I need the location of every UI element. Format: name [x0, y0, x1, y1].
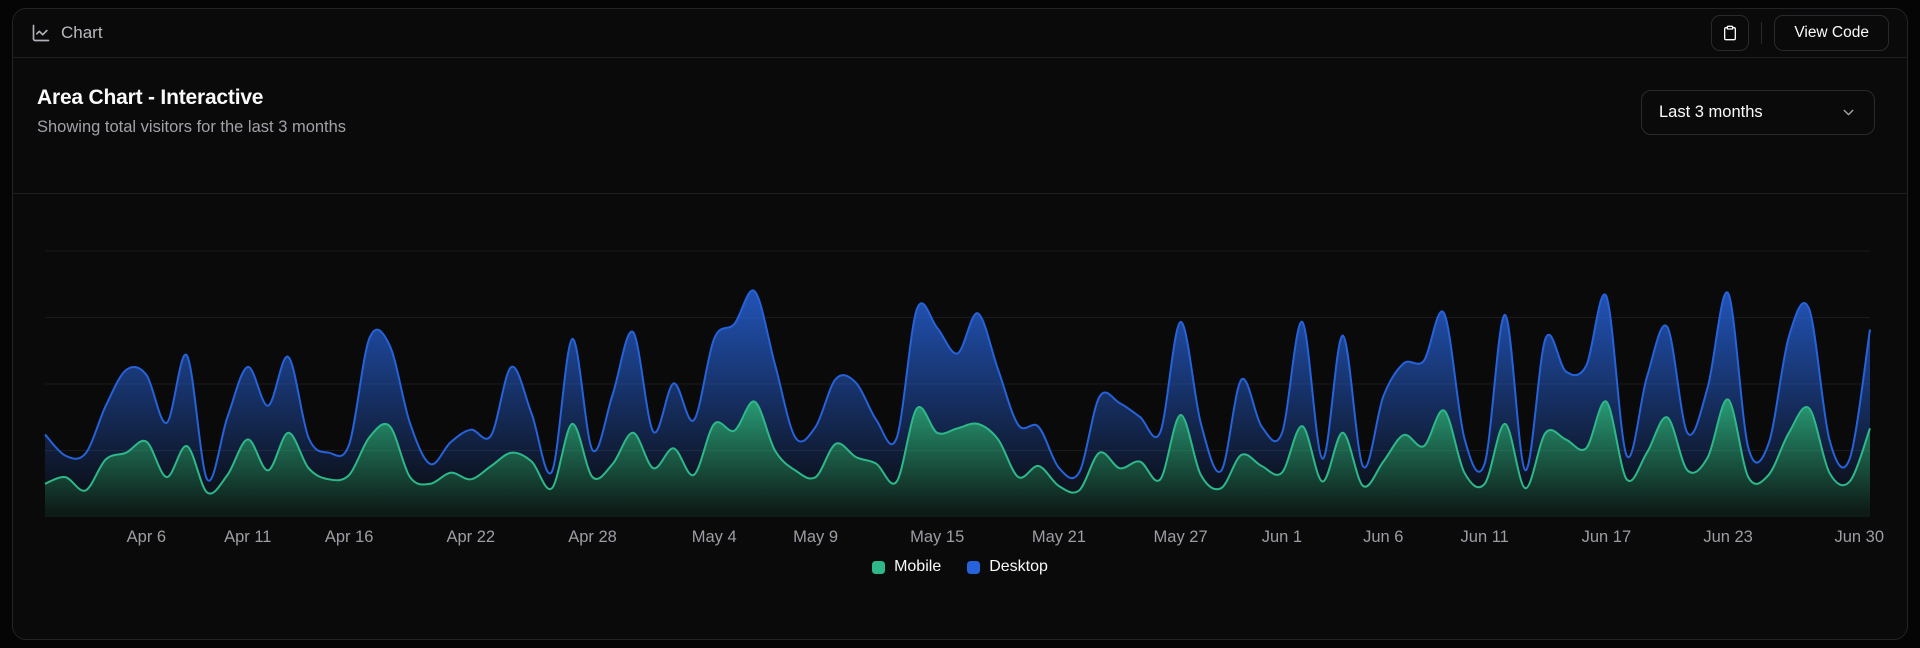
- legend-label: Desktop: [989, 558, 1048, 575]
- block-toolbar-right: View Code: [1711, 15, 1889, 51]
- card-header: Area Chart - Interactive Showing total v…: [13, 58, 1907, 194]
- line-desktop: [44, 289, 1871, 482]
- time-range-select-value: Last 3 months: [1659, 103, 1763, 121]
- view-code-button[interactable]: View Code: [1774, 15, 1889, 51]
- block-toolbar: Chart View Code: [13, 9, 1907, 58]
- legend-swatch-mobile: [872, 560, 886, 574]
- x-tick-label: May 15: [910, 528, 964, 546]
- x-tick-label: Jun 11: [1461, 528, 1509, 546]
- x-tick-label: Jun 6: [1363, 528, 1403, 546]
- card-description: Showing total visitors for the last 3 mo…: [37, 118, 347, 136]
- chevron-down-icon: [1840, 104, 1857, 121]
- clipboard-icon: [1722, 25, 1738, 41]
- x-tick-label: Apr 6: [127, 528, 166, 546]
- block-toolbar-left: Chart: [31, 23, 103, 43]
- x-tick-label: Apr 22: [446, 528, 495, 546]
- x-tick-label: Jun 17: [1582, 528, 1632, 546]
- x-tick-label: May 4: [692, 528, 737, 546]
- chart-legend: Mobile Desktop: [13, 558, 1907, 576]
- block-name-label: Chart: [61, 23, 103, 42]
- legend-swatch-desktop: [967, 560, 981, 574]
- legend-label: Mobile: [894, 558, 942, 575]
- x-tick-label: Apr 28: [568, 528, 617, 546]
- chart-icon: [31, 23, 51, 43]
- x-tick-label: Jun 23: [1703, 528, 1753, 546]
- area-chart-svg[interactable]: Apr 6 Apr 11 Apr 16 Apr 22 Apr 28 May 4 May 9 M…: [13, 202, 1907, 554]
- card-title: Area Chart - Interactive: [37, 86, 264, 109]
- toolbar-separator: [1761, 22, 1763, 44]
- x-tick-label: Jun 30: [1834, 528, 1884, 546]
- chart-area: Apr 6 Apr 11 Apr 16 Apr 22 Apr 28 May 4 May 9 M…: [13, 194, 1907, 639]
- area-desktop: [45, 290, 1870, 494]
- legend-item-mobile: Mobile: [872, 558, 941, 576]
- x-tick-label: May 27: [1154, 528, 1208, 546]
- x-tick-label: Apr 16: [325, 528, 374, 546]
- x-tick-label: May 21: [1032, 528, 1086, 546]
- x-tick-label: Jun 1: [1262, 528, 1302, 546]
- legend-item-desktop: Desktop: [967, 558, 1048, 576]
- area-mobile: [45, 399, 1870, 517]
- line-mobile: [44, 398, 1871, 495]
- copy-code-button[interactable]: [1711, 15, 1750, 51]
- x-tick-label: May 9: [793, 528, 838, 546]
- chart-block-card: Chart View Code Area Chart - Interactive: [12, 8, 1908, 640]
- card-header-text: Area Chart - Interactive Showing total v…: [37, 86, 346, 137]
- x-tick-label: Apr 11: [224, 528, 271, 546]
- time-range-select[interactable]: Last 3 months: [1641, 90, 1875, 135]
